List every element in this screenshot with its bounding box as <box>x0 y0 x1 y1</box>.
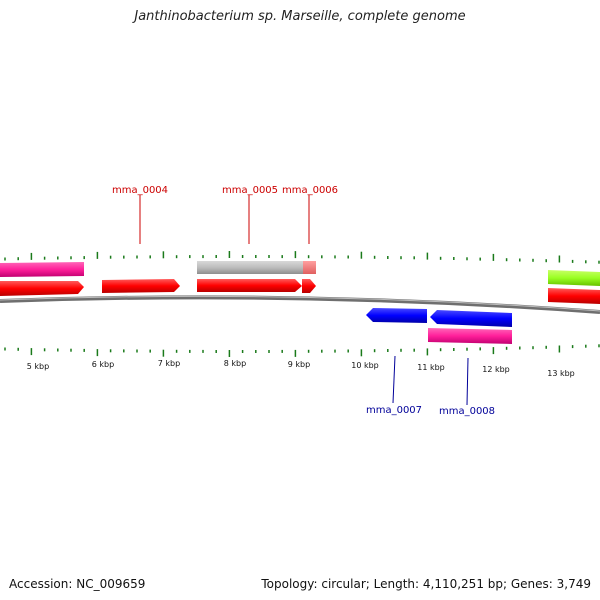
map-title: Janthinobacterium sp. Marseille, complet… <box>134 9 466 24</box>
gene-arrow-right <box>548 288 600 304</box>
gene-arrow-mma_0005 <box>197 279 302 292</box>
scale-label-9kbp: 9 kbp <box>288 360 310 369</box>
gene-label-mma_0008[interactable]: mma_0008 <box>439 406 495 417</box>
gene-leader-mma_0008 <box>466 357 469 406</box>
accession-text: Accession: NC_009659 <box>9 577 146 591</box>
scale-label-6kbp: 6 kbp <box>92 360 114 369</box>
scale-label-8kbp: 8 kbp <box>224 359 246 368</box>
feature-green-right <box>548 270 600 286</box>
gene-arrow-mma_0004 <box>102 279 180 293</box>
gene-arrow-left <box>0 281 84 296</box>
gene-arrow-mma_0007 <box>366 308 427 323</box>
scale-label-13kbp: 13 kbp <box>547 369 575 378</box>
feature-gray-mma_0005 <box>197 261 303 274</box>
scale-label-12kbp: 12 kbp <box>482 365 510 374</box>
feature-pink-mma_0008 <box>428 328 512 344</box>
gene-label-mma_0005[interactable]: mma_0005 <box>222 185 278 196</box>
feature-salmon-mma_0006 <box>303 261 316 274</box>
gene-arrow-mma_0008 <box>430 310 512 327</box>
genome-stats-text: Topology: circular; Length: 4,110,251 bp… <box>261 577 591 591</box>
gene-label-mma_0004[interactable]: mma_0004 <box>112 185 168 196</box>
scale-label-10kbp: 10 kbp <box>351 361 379 370</box>
gene-arrow-mma_0006 <box>302 279 316 293</box>
gene-label-mma_0006[interactable]: mma_0006 <box>282 185 338 196</box>
gene-label-mma_0007[interactable]: mma_0007 <box>366 405 422 416</box>
feature-pink-left <box>0 262 84 277</box>
genome-backbone-highlight <box>0 295 600 312</box>
scale-label-11kbp: 11 kbp <box>417 363 445 372</box>
scale-ticks-outer <box>4 251 600 264</box>
genome-backbone <box>0 295 600 314</box>
scale-label-7kbp: 7 kbp <box>158 359 180 368</box>
scale-ticks-inner <box>4 344 600 357</box>
gene-leader-mma_0007 <box>392 355 396 404</box>
scale-label-5kbp: 5 kbp <box>27 362 49 371</box>
